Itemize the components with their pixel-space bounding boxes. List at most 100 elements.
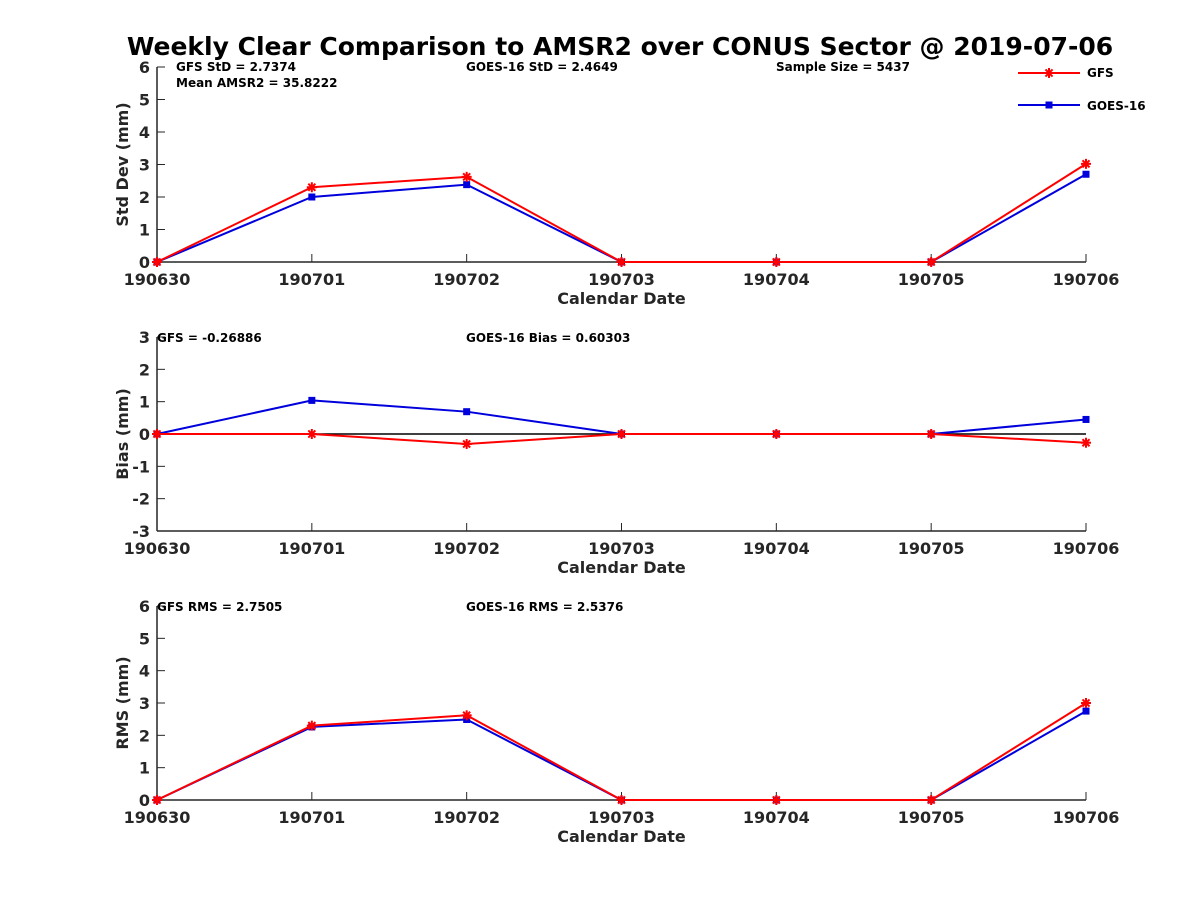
chart-title: Weekly Clear Comparison to AMSR2 over CO… [127,32,1113,61]
rms-gfs-point [461,710,472,721]
std-x-tick-label: 190630 [124,270,191,289]
bias-gfs-point [771,429,782,439]
bias-y-tick-label: 3 [139,328,150,347]
rms-y-tick-label: 6 [139,597,150,616]
std-gfs-point [1081,158,1091,169]
bias-y-tick-label: -2 [132,490,150,509]
bias-x-tick-label: 190705 [898,539,965,558]
rms-x-tick-label: 190706 [1053,808,1120,827]
bias-gfs-point [616,429,627,439]
std-y-tick-label: 1 [139,221,150,240]
bias-x-axis-label: Calendar Date [557,558,686,577]
legend-gfs-label: GFS [1087,66,1114,80]
bias-goes16-point [308,396,316,404]
bias-annotation: GOES-16 Bias = 0.60303 [466,331,630,345]
bias-gfs-point [1081,437,1091,448]
bias-x-tick-label: 190704 [743,539,810,558]
rms-x-tick-label: 190630 [124,808,191,827]
bias-gfs-point [152,429,162,439]
legend-gfs-asterisk [1044,68,1054,78]
rms-y-tick-label: 2 [139,726,150,745]
rms-panel: 0 1 2 3 4 5 6 190630 190701 190702 190703 190704 190… [113,597,1119,846]
rms-x-tick-label: 190703 [588,808,655,827]
rms-gfs-point [306,720,317,731]
bias-goes16-line [156,399,1087,435]
bias-y-tick-label: 1 [139,393,150,412]
rms-y-tick-label: 5 [139,629,150,648]
rms-y-tick-label: 4 [139,662,150,681]
bias-x-tick-label: 190706 [1053,539,1120,558]
rms-annotation: GFS RMS = 2.7505 [157,600,282,614]
std-annotation: GFS StD = 2.7374 [176,60,296,74]
std-y-tick-label: 6 [139,58,150,77]
rms-y-tick-label: 1 [139,759,150,778]
std-x-tick-label: 190706 [1053,270,1120,289]
std-goes16-line [156,173,1087,263]
std-y-tick-label: 4 [139,123,150,142]
bias-x-tick-label: 190630 [124,539,191,558]
std-x-tick-label: 190702 [433,270,500,289]
rms-x-tick-label: 190705 [898,808,965,827]
rms-goes16-line [156,710,1087,801]
bias-goes16-point [1082,415,1090,423]
std-gfs-point [461,171,472,182]
rms-x-tick-label: 190701 [278,808,345,827]
bias-y-tick-label: 2 [139,360,150,379]
std-goes16-point [308,193,316,201]
rms-gfs-point [616,795,627,805]
bias-y-tick-label: 0 [139,425,150,444]
rms-annotation: GOES-16 RMS = 2.5376 [466,600,623,614]
rms-y-axis-label: RMS (mm) [113,656,132,749]
rms-x-axis-label: Calendar Date [557,827,686,846]
std-gfs-point [926,257,937,267]
bias-goes16-point [463,408,471,416]
rms-x-tick-label: 190704 [743,808,810,827]
std-goes16-point [1082,170,1090,178]
rms-gfs-point [926,795,937,805]
std-x-tick-label: 190704 [743,270,810,289]
std-x-axis-label: Calendar Date [557,289,686,308]
std-annotation: Mean AMSR2 = 35.8222 [176,76,337,90]
std-y-tick-label: 0 [139,253,150,272]
bias-y-tick-label: -1 [132,457,150,476]
rms-gfs-point [771,795,782,805]
std-goes16-point [463,181,471,189]
std-gfs-point [771,257,782,267]
std-gfs-point [616,257,627,267]
bias-x-tick-label: 190701 [278,539,345,558]
rms-gfs-point [1081,698,1091,708]
std-y-tick-label: 5 [139,91,150,110]
std-x-tick-label: 190705 [898,270,965,289]
legend-gfs-marker [1044,68,1054,78]
std-annotation: Sample Size = 5437 [776,60,910,74]
rms-x-tick-label: 190702 [433,808,500,827]
rms-gfs-point [152,795,162,805]
std-gfs-point [306,182,317,193]
std-y-axis-label: Std Dev (mm) [113,102,132,226]
std-y-tick-label: 3 [139,156,150,175]
bias-gfs-point [926,429,937,439]
bias-y-tick-label: -3 [132,522,150,541]
legend-goes16-square [1045,101,1053,109]
std-dev-panel: 0 1 2 3 4 5 6 190630 190701 190702 190703 190704 190… [113,58,1119,308]
bias-x-tick-label: 190702 [433,539,500,558]
rms-goes16-point [1082,707,1090,715]
std-gfs-point [152,257,162,267]
bias-panel: -3 -2 -1 0 1 2 3 190630 190701 190702 190703 190704… [113,328,1119,577]
std-annotation: GOES-16 StD = 2.4649 [466,60,618,74]
legend-goes16-marker [1045,101,1053,109]
legend-goes16-label: GOES-16 [1087,99,1146,113]
std-gfs-line [156,163,1087,263]
bias-annotation: GFS = -0.26886 [157,331,262,345]
std-x-tick-label: 190701 [278,270,345,289]
std-x-tick-label: 190703 [588,270,655,289]
bias-x-tick-label: 190703 [588,539,655,558]
bias-gfs-point [306,429,317,439]
std-y-tick-label: 2 [139,188,150,207]
legend: GFS GOES-16 [1018,66,1146,113]
bias-gfs-point [461,439,472,450]
rms-gfs-line [156,702,1087,801]
bias-y-axis-label: Bias (mm) [113,388,132,480]
rms-y-tick-label: 3 [139,694,150,713]
